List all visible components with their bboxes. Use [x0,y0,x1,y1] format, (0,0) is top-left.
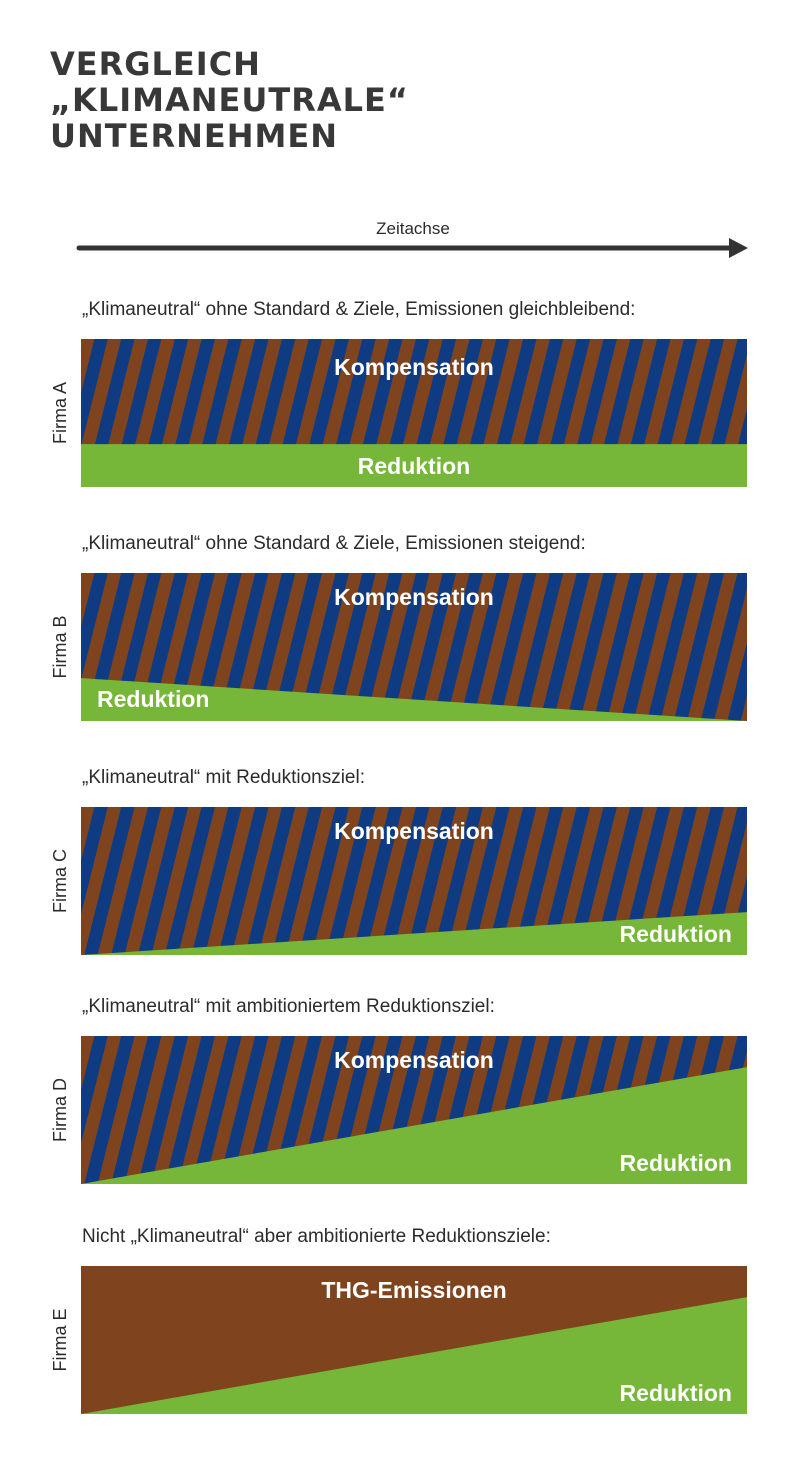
page-title: VERGLEICH „KLIMANEUTRALE“ UNTERNEHMEN [50,46,409,154]
time-axis-label: Zeitachse [376,219,450,238]
firm-a-caption: „Klimaneutral“ ohne Standard & Ziele, Em… [82,299,636,320]
firm-e-label: Firma E [50,1308,70,1372]
firm-b-diagram: Kompensation Reduktion [81,573,747,721]
firm-a-upper-label: Kompensation [334,354,494,380]
firm-b-label: Firma B [50,615,70,679]
firm-a-diagram: Kompensation Reduktion [81,339,747,487]
firm-e-reduction-label: Reduktion [620,1380,732,1406]
firm-a-label: Firma A [50,382,70,445]
firm-c-panel: Kompensation Reduktion [81,807,747,955]
firm-d-label: Firma D [50,1078,70,1142]
firm-d-reduction-area [81,1067,747,1184]
firm-e-reduction-area [81,1297,747,1414]
firm-a-reduction-label: Reduktion [358,453,470,479]
firm-a-reduction-area [81,444,747,487]
firm-c-diagram: Kompensation Reduktion [81,807,747,955]
firm-d-caption: „Klimaneutral“ mit ambitioniertem Redukt… [82,996,495,1017]
time-axis-arrow [76,238,748,258]
firm-b-upper-label: Kompensation [334,584,494,610]
firm-e-diagram: THG-Emissionen Reduktion [81,1266,747,1414]
firm-d-panel: Kompensation Reduktion [81,1036,747,1184]
firm-b-caption: „Klimaneutral“ ohne Standard & Ziele, Em… [82,533,586,554]
title-line-2: „KLIMANEUTRALE“ [50,81,409,119]
firm-e-upper-label: THG-Emissionen [321,1277,506,1303]
firm-a-panel: Kompensation Reduktion [81,339,747,487]
firm-d-upper-label: Kompensation [334,1047,494,1073]
firm-d-diagram: Kompensation Reduktion [81,1036,747,1184]
firm-c-reduction-label: Reduktion [620,921,732,947]
title-line-3: UNTERNEHMEN [50,117,338,155]
firm-b-reduction-label: Reduktion [97,686,209,712]
firm-e-panel: THG-Emissionen Reduktion [81,1266,747,1414]
firm-c-caption: „Klimaneutral“ mit Reduktionsziel: [82,767,365,788]
firm-d-reduction-label: Reduktion [620,1150,732,1176]
firm-c-upper-label: Kompensation [334,818,494,844]
firm-e-caption: Nicht „Klimaneutral“ aber ambitionierte … [82,1226,551,1247]
firm-b-panel: Kompensation Reduktion [81,573,747,721]
title-line-1: VERGLEICH [50,45,261,83]
firm-c-label: Firma C [50,849,70,913]
